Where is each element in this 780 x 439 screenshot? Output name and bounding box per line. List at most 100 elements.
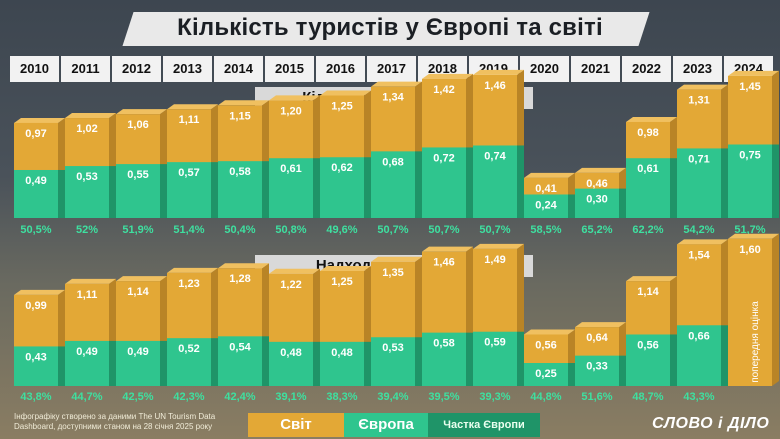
europe-share-label: 44,7% [71,391,102,403]
world-bar-top [320,90,371,96]
europe-bar-side [109,166,116,218]
brand-logo: СЛОВО і ДІЛО [652,415,770,432]
world-bar-top [626,116,677,122]
world-value-label: 1,54 [688,249,710,261]
europe-value-label: 0,58 [229,166,250,178]
europe-bar [473,331,517,386]
year-label: 2015 [265,56,314,82]
europe-value-label: 0,56 [637,339,658,351]
europe-bar-side [568,363,575,386]
europe-value-label: 0,72 [433,152,454,164]
europe-bar-side [772,144,779,218]
europe-value-label: 0,53 [76,171,97,183]
world-value-label: 0,99 [25,300,46,312]
europe-bar [524,363,568,386]
year-label: 2017 [367,56,416,82]
world-bar-top [371,81,422,87]
world-bar-top [371,256,422,262]
world-bar-top [575,322,626,328]
world-bar-top [116,109,167,115]
europe-value-label: 0,25 [535,368,556,380]
europe-share-label: 42,3% [173,391,204,403]
europe-value-label: 0,52 [178,343,199,355]
europe-value-label: 0,71 [688,153,709,165]
year-label: 2016 [316,56,365,82]
europe-bar-side [262,161,269,218]
world-bar-top [728,233,779,239]
world-value-label: 1,42 [433,84,454,96]
europe-share-label: 39,5% [428,391,459,403]
europe-bar [14,346,58,386]
world-value-label: 0,98 [637,127,658,139]
world-value-label: 1,11 [179,114,200,126]
world-value-label: 0,64 [586,332,608,344]
year-label: 2012 [112,56,161,82]
europe-bar [626,158,670,218]
year-label: 2021 [571,56,620,82]
europe-bar-side [211,338,218,386]
europe-share-label: 44,8% [530,391,561,403]
europe-bar [116,340,160,386]
world-bar-top [728,70,779,76]
europe-bar-side [721,148,728,218]
europe-value-label: 0,61 [280,163,301,175]
world-bar [728,238,772,386]
world-value-label: 1,28 [229,273,250,285]
europe-value-label: 0,48 [280,347,301,359]
europe-share-label: 50,7% [377,224,408,236]
world-bar-top [524,172,575,178]
world-value-label: 1,60 [739,244,760,256]
world-value-label: 1,14 [127,286,149,298]
world-value-label: 1,35 [382,267,403,279]
world-value-label: 1,06 [127,119,148,131]
world-value-label: 1,02 [76,123,97,135]
world-bar-top [14,117,65,123]
world-bar-top [422,246,473,252]
europe-value-label: 0,75 [739,150,760,162]
europe-value-label: 0,59 [484,337,505,349]
europe-value-label: 0,30 [586,194,607,206]
europe-bar-side [721,325,728,386]
europe-bar-side [160,340,167,386]
world-bar-top [269,95,320,101]
europe-value-label: 0,66 [688,330,709,342]
europe-bar [626,334,670,386]
europe-bar [320,157,364,218]
world-bar-top [269,268,320,274]
europe-share-label: 39,1% [275,391,306,403]
europe-value-label: 0,53 [382,342,403,354]
europe-value-label: 0,49 [127,346,148,358]
europe-value-label: 0,74 [484,150,506,162]
europe-bar-side [466,332,473,386]
world-value-label: 1,23 [178,278,199,290]
europe-value-label: 0,48 [331,347,352,359]
europe-value-label: 0,33 [586,361,607,373]
europe-share-label: 50,7% [479,224,510,236]
europe-share-label: 51,6% [581,391,612,403]
world-bar-top [677,84,728,90]
europe-bar-side [670,158,677,218]
world-value-label: 1,49 [484,254,505,266]
europe-bar [677,148,721,218]
europe-bar [218,161,262,218]
world-bar-top [320,266,371,271]
europe-bar [65,340,109,386]
europe-bar-side [58,169,65,218]
europe-bar [269,341,313,386]
europe-bar-side [313,341,320,386]
europe-bar-side [415,151,422,218]
page-title: Кількість туристів у Європі та світі [177,14,603,41]
europe-share-label: 52% [76,224,98,236]
europe-bar-side [364,341,371,386]
europe-bar-side [109,340,116,386]
world-value-label: 0,56 [535,339,556,351]
europe-value-label: 0,58 [433,338,454,350]
world-value-label: 1,34 [382,92,404,104]
europe-bar [167,338,211,386]
europe-value-label: 0,61 [637,163,658,175]
world-value-label: 1,31 [688,95,709,107]
world-bar-top [422,73,473,79]
world-bar-top [473,243,524,249]
europe-bar [371,337,415,386]
